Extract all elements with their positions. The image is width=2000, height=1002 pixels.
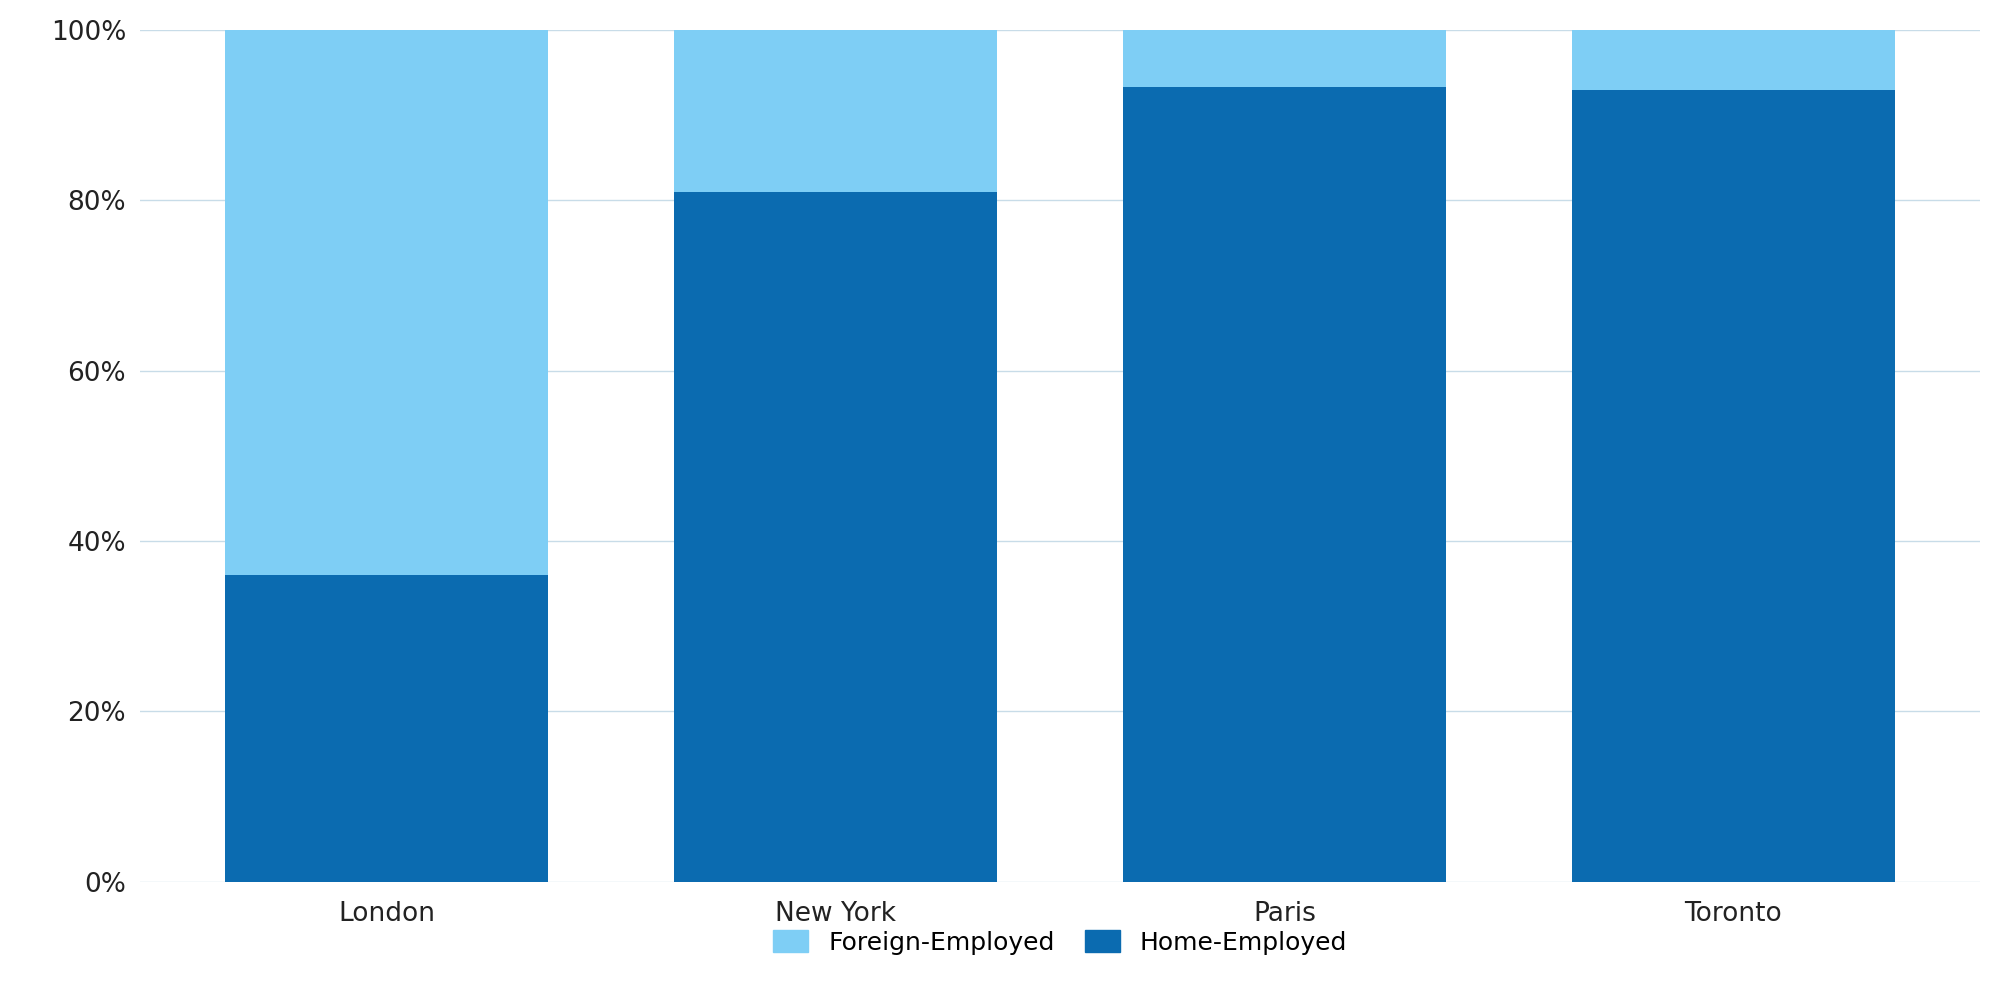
Bar bbox=[1122, 30, 1446, 87]
Bar bbox=[674, 192, 998, 882]
Legend: Foreign-Employed, Home-Employed: Foreign-Employed, Home-Employed bbox=[760, 918, 1360, 967]
Bar bbox=[1122, 87, 1446, 882]
Bar bbox=[674, 30, 998, 192]
Bar bbox=[1572, 30, 1894, 90]
Bar bbox=[226, 575, 548, 882]
Bar bbox=[1572, 90, 1894, 882]
Bar bbox=[226, 30, 548, 575]
